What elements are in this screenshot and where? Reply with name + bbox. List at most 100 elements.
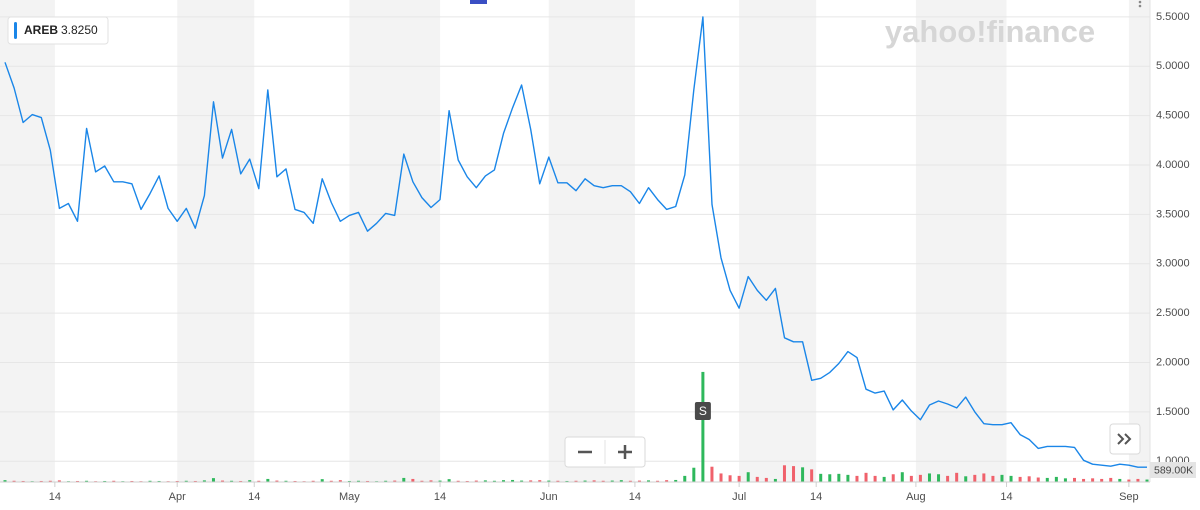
volume-bar [438, 480, 442, 482]
volume-bar [411, 478, 415, 482]
volume-bar [248, 480, 252, 482]
shaded-band [349, 0, 441, 482]
volume-bar [601, 480, 605, 482]
volume-bar [692, 467, 696, 482]
y-tick-label: 4.5000 [1156, 110, 1190, 122]
x-tick-label: Sep [1119, 491, 1139, 503]
volume-bar [764, 477, 768, 482]
volume-bar [103, 480, 107, 482]
y-tick-label: 2.5000 [1156, 307, 1190, 319]
volume-bar [656, 480, 660, 482]
volume-bar [837, 473, 841, 482]
volume-bar [782, 465, 786, 482]
volume-bar [728, 475, 732, 482]
volume-bar [882, 476, 886, 482]
volume-bar [855, 475, 859, 482]
shaded-band [739, 0, 817, 482]
volume-bar [529, 480, 533, 482]
x-tick-label: Jun [540, 491, 558, 503]
volume-bar [873, 475, 877, 482]
volume-bar [937, 474, 941, 482]
legend-value: 3.8250 [61, 23, 98, 37]
event-marker [694, 402, 711, 420]
volume-bar [737, 475, 741, 482]
volume-bar [57, 480, 61, 482]
volume-bar [402, 477, 406, 482]
y-tick-label: 3.5000 [1156, 208, 1190, 220]
volume-bar [628, 480, 632, 482]
x-tick-label: 14 [434, 491, 446, 503]
volume-bar [574, 480, 578, 482]
volume-bar [1109, 477, 1113, 482]
volume-bar [991, 475, 995, 482]
volume-bar [384, 480, 388, 482]
volume-bar [819, 473, 823, 482]
volume-bar [964, 476, 968, 482]
volume-bar [755, 476, 759, 482]
volume-bar [900, 472, 904, 482]
volume-bar [1127, 479, 1131, 482]
volume-bar [148, 480, 152, 482]
volume-bar [1009, 475, 1013, 482]
volume-bar [257, 480, 261, 482]
menu-dot [1138, 0, 1142, 4]
volume-bar [130, 480, 134, 482]
volume-bar [157, 480, 161, 482]
y2-tick-label: 589.00K [1154, 464, 1193, 476]
volume-bar [1091, 478, 1095, 482]
x-tick-label: 14 [1000, 491, 1012, 503]
volume-bar [891, 474, 895, 482]
marks-layer: S [3, 16, 1149, 482]
volume-bar [356, 480, 360, 482]
legend-symbol: AREB [24, 23, 58, 37]
shaded-band [1128, 0, 1150, 482]
volume-bar [275, 480, 279, 482]
y-tick-label: 5.0000 [1156, 60, 1190, 72]
y-tick-label: 3.0000 [1156, 258, 1190, 270]
volume-bar [366, 480, 370, 482]
shaded-band [177, 0, 255, 482]
volume-bar [1145, 479, 1149, 482]
volume-bar [1045, 477, 1049, 482]
shaded-band [0, 0, 55, 482]
x-tick-label: 14 [248, 491, 260, 503]
volume-bar [320, 479, 324, 482]
shaded-band [548, 0, 635, 482]
scroll-right-button[interactable] [1109, 423, 1141, 455]
volume-bar [483, 480, 487, 482]
volume-bar [266, 478, 270, 482]
legend-box [7, 16, 109, 45]
menu-icon[interactable] [1138, 0, 1142, 8]
volume-bar [1136, 478, 1140, 482]
volume-bar [520, 480, 524, 482]
volume-bar [447, 479, 451, 482]
x-tick-label: Aug [906, 491, 926, 503]
volume-bar [909, 475, 913, 482]
volume-bar [955, 472, 959, 482]
shaded-band [915, 0, 1007, 482]
volume-bar [76, 480, 80, 482]
menu-dot [1138, 4, 1142, 8]
volume-bar [202, 480, 206, 482]
volume-bar [420, 480, 424, 482]
volume-bar [828, 474, 832, 482]
volume-bar [193, 480, 197, 482]
volume-bar [1054, 476, 1058, 482]
volume-bar [1027, 476, 1031, 482]
volume-bar [1018, 476, 1022, 482]
grid-layer [0, 16, 1150, 462]
y-tick-label: 5.5000 [1156, 11, 1190, 23]
watermark: yahoo!finance [885, 14, 1095, 49]
volume-bar [48, 480, 52, 482]
zoom-in-button[interactable] [618, 445, 632, 459]
volume-bar [293, 480, 297, 482]
volume-bar [85, 480, 89, 482]
volume-bar [864, 472, 868, 482]
volume-bar [846, 474, 850, 482]
volume-bar [465, 480, 469, 482]
x-tick-label: May [339, 491, 360, 503]
volume-bar [211, 478, 215, 482]
volume-bar [927, 473, 931, 482]
volume-bar [538, 480, 542, 482]
